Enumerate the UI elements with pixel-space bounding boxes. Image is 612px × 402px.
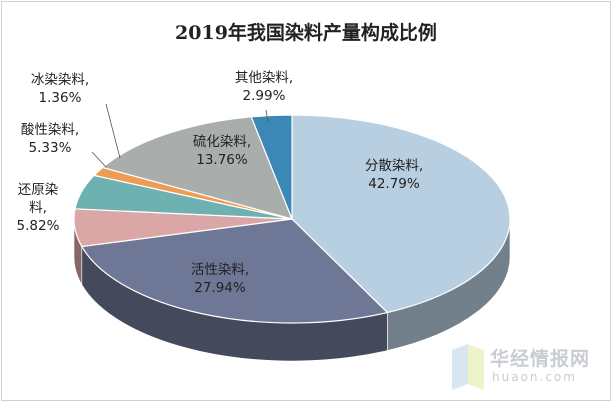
pie-tops: [73, 114, 511, 324]
watermark-logo-icon: [452, 344, 484, 390]
pie-slice-6: [250, 114, 293, 220]
leader-lines: [91, 103, 269, 168]
watermark-name: 华经情报网: [490, 348, 591, 370]
data-label-1: 活性染料, 27.94%: [191, 262, 249, 296]
leader-line-4: [105, 103, 121, 159]
watermark-url: huaon.com: [492, 370, 577, 384]
data-label-3: 酸性染料, 5.33%: [21, 122, 79, 156]
data-label-5: 硫化染料, 13.76%: [193, 134, 251, 168]
watermark: 华经情报网 huaon.com: [448, 344, 598, 390]
pie-slice-1: [80, 218, 389, 324]
data-label-2: 还原染料, 5.82%: [17, 182, 60, 234]
leader-line-3: [91, 151, 107, 168]
data-label-0: 分散染料, 42.79%: [365, 158, 423, 192]
pie-slice-0: [291, 114, 511, 314]
pie-slice-5: [101, 116, 294, 220]
leader-line-6: [265, 109, 269, 123]
chart-title: 2019年我国染料产量构成比例: [175, 22, 437, 44]
data-label-6: 其他染料, 2.99%: [235, 70, 293, 104]
data-label-4: 冰染染料, 1.36%: [31, 72, 89, 106]
